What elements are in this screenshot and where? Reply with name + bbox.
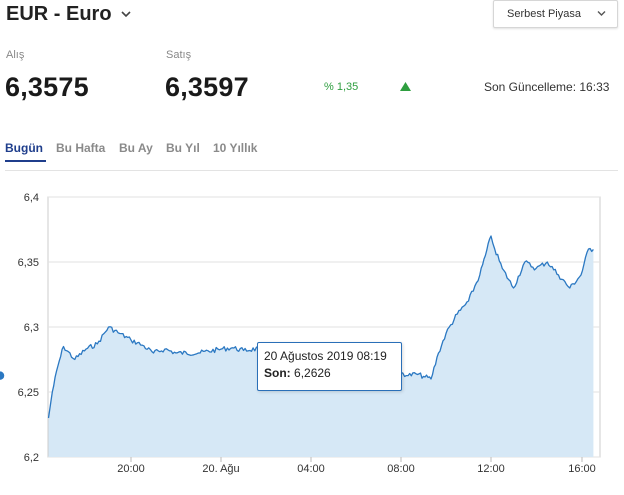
- chevron-down-icon: [597, 11, 606, 16]
- y-tick-label: 6,35: [18, 257, 39, 269]
- chart-tooltip: 20 Ağustos 2019 08:19 Son: 6,2626: [257, 342, 402, 391]
- highlight-point: [0, 369, 6, 382]
- y-tick-label: 6,4: [24, 192, 39, 204]
- tabs-divider: [5, 170, 618, 171]
- y-tick-label: 6,25: [18, 387, 39, 399]
- buy-price: 6,3575: [5, 72, 89, 102]
- tab-ten-years[interactable]: 10 Yıllık: [213, 141, 258, 155]
- price-area: [48, 236, 594, 457]
- x-tick-label: 04:00: [297, 463, 325, 475]
- tooltip-label: Son:: [264, 366, 291, 380]
- last-update: Son Güncelleme: 16:33: [484, 80, 610, 94]
- buy-label: Alış: [6, 49, 25, 61]
- x-tick-label: 16:00: [568, 463, 596, 475]
- x-tick-label: 12:00: [477, 463, 505, 475]
- tab-today[interactable]: Bugün: [5, 141, 43, 155]
- price-chart[interactable]: 6,4 6,35 6,3 6,25 6,2 20:00 20. Ağu 04:00 08:00 1…: [0, 180, 624, 495]
- sell-price: 6,3597: [165, 72, 249, 102]
- chevron-down-icon[interactable]: [121, 10, 131, 18]
- y-tick-label: 6,2: [24, 452, 39, 464]
- market-select-label: Serbest Piyasa: [507, 8, 581, 20]
- tooltip-date: 20 Ağustos 2019 08:19: [264, 349, 387, 363]
- x-tick-label: 20:00: [117, 463, 145, 475]
- triangle-up-icon: [400, 82, 411, 91]
- change-percent: % 1,35: [324, 81, 359, 93]
- tab-this-month[interactable]: Bu Ay: [119, 141, 153, 155]
- x-tick-label: 20. Ağu: [202, 463, 239, 475]
- tab-this-year[interactable]: Bu Yıl: [166, 141, 200, 155]
- tooltip-value: 6,2626: [294, 366, 331, 380]
- x-tick-label: 08:00: [387, 463, 415, 475]
- sell-label: Satış: [166, 49, 192, 61]
- active-tab-indicator: [5, 160, 46, 162]
- market-select[interactable]: Serbest Piyasa: [493, 0, 618, 28]
- y-tick-label: 6,3: [24, 322, 39, 334]
- page-title[interactable]: EUR - Euro: [6, 3, 112, 25]
- tab-this-week[interactable]: Bu Hafta: [56, 141, 106, 155]
